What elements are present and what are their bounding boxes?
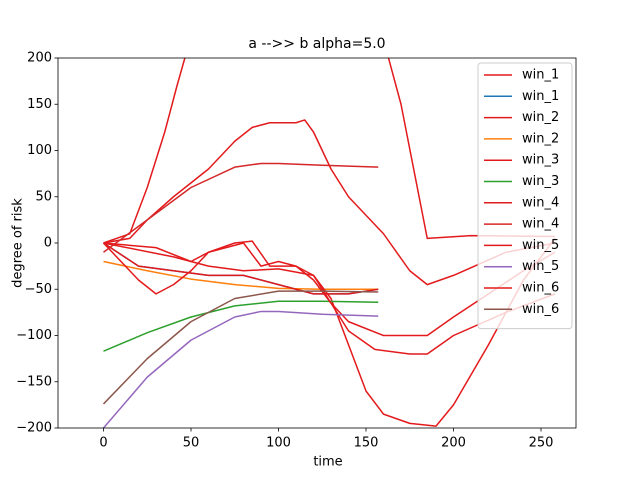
chart-title: a -->> b alpha=5.0	[248, 36, 385, 52]
series-line	[103, 237, 556, 427]
y-tick-label: −150	[16, 374, 52, 389]
y-tick-label: 50	[35, 189, 52, 204]
y-tick-label: 0	[44, 236, 52, 251]
x-tick-label: 150	[354, 436, 379, 451]
legend-label: win_1	[522, 68, 559, 83]
series-line	[103, 162, 379, 253]
x-tick-label: 100	[266, 436, 291, 451]
legend-label: win_2	[522, 131, 559, 146]
x-tick-label: 200	[441, 436, 466, 451]
legend-label: win_5	[522, 238, 559, 253]
legend-label: win_2	[522, 110, 559, 125]
x-tick-label: 0	[99, 436, 107, 451]
x-tick-label: 250	[529, 436, 554, 451]
y-tick-label: −50	[25, 282, 52, 297]
series-line	[103, 58, 556, 244]
y-tick-label: 150	[27, 97, 52, 112]
legend-label: win_6	[522, 281, 559, 296]
series-line	[102, 290, 379, 405]
legend-label: win_3	[522, 153, 559, 168]
legend-box	[477, 62, 573, 330]
legend-label: win_4	[522, 217, 559, 232]
y-tick-label: −100	[16, 328, 52, 343]
legend-label: win_6	[522, 302, 559, 317]
series-line	[103, 242, 379, 295]
series-line	[103, 300, 379, 352]
y-tick-label: 100	[27, 143, 52, 158]
x-tick-label: 50	[183, 436, 200, 451]
series-line	[102, 310, 379, 428]
plot-area	[102, 58, 556, 428]
legend-label: win_5	[522, 259, 559, 274]
y-tick-label: −200	[16, 421, 52, 436]
legend-label: win_4	[522, 195, 559, 210]
series-line	[103, 119, 556, 286]
series-line	[103, 242, 556, 355]
y-axis-label: degree of risk	[11, 198, 26, 288]
legend-label: win_3	[522, 174, 559, 189]
legend-label: win_1	[522, 89, 559, 104]
x-axis-label: time	[313, 455, 342, 470]
y-tick-label: 200	[27, 51, 52, 66]
